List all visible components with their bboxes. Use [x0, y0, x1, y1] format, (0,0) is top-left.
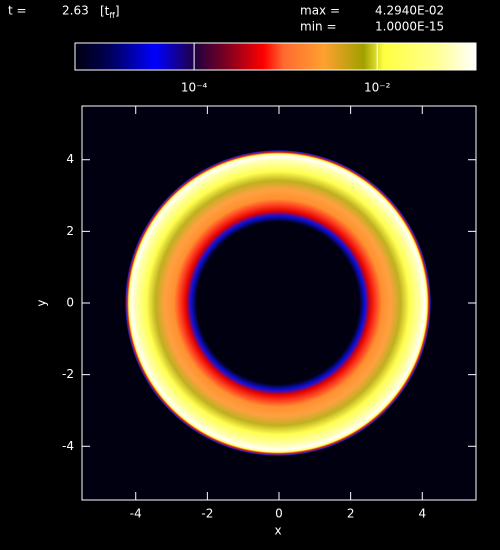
x-tick-label: 0 — [275, 507, 283, 521]
unit-sub: ff — [109, 11, 115, 20]
time-label: t = — [8, 4, 27, 18]
y-tick-label: 4 — [66, 152, 74, 166]
colorbar-tick-label: 10⁻² — [364, 81, 391, 95]
time-value: 2.63 — [62, 4, 89, 18]
density-image — [125, 150, 431, 456]
colorbar-tick-label: 10⁻⁴ — [181, 81, 208, 95]
y-tick-label: -2 — [62, 367, 74, 381]
x-tick-label: 4 — [418, 507, 426, 521]
y-tick-label: 0 — [66, 296, 74, 310]
min-value: 1.0000E-15 — [375, 20, 444, 34]
time-unit: [tff] — [100, 4, 120, 20]
y-axis-label: y — [35, 299, 49, 306]
unit-open: [t — [100, 4, 110, 18]
y-tick-label: 2 — [66, 224, 74, 238]
max-value: 4.2940E-02 — [375, 4, 444, 18]
max-label: max = — [300, 4, 340, 18]
y-tick-label: -4 — [62, 439, 74, 453]
x-tick-label: -4 — [130, 507, 142, 521]
unit-close: ] — [115, 4, 120, 18]
min-label: min = — [300, 20, 337, 34]
x-axis-label: x — [274, 524, 281, 538]
x-tick-label: 2 — [347, 507, 355, 521]
colorbar — [74, 42, 477, 71]
x-tick-label: -2 — [201, 507, 213, 521]
